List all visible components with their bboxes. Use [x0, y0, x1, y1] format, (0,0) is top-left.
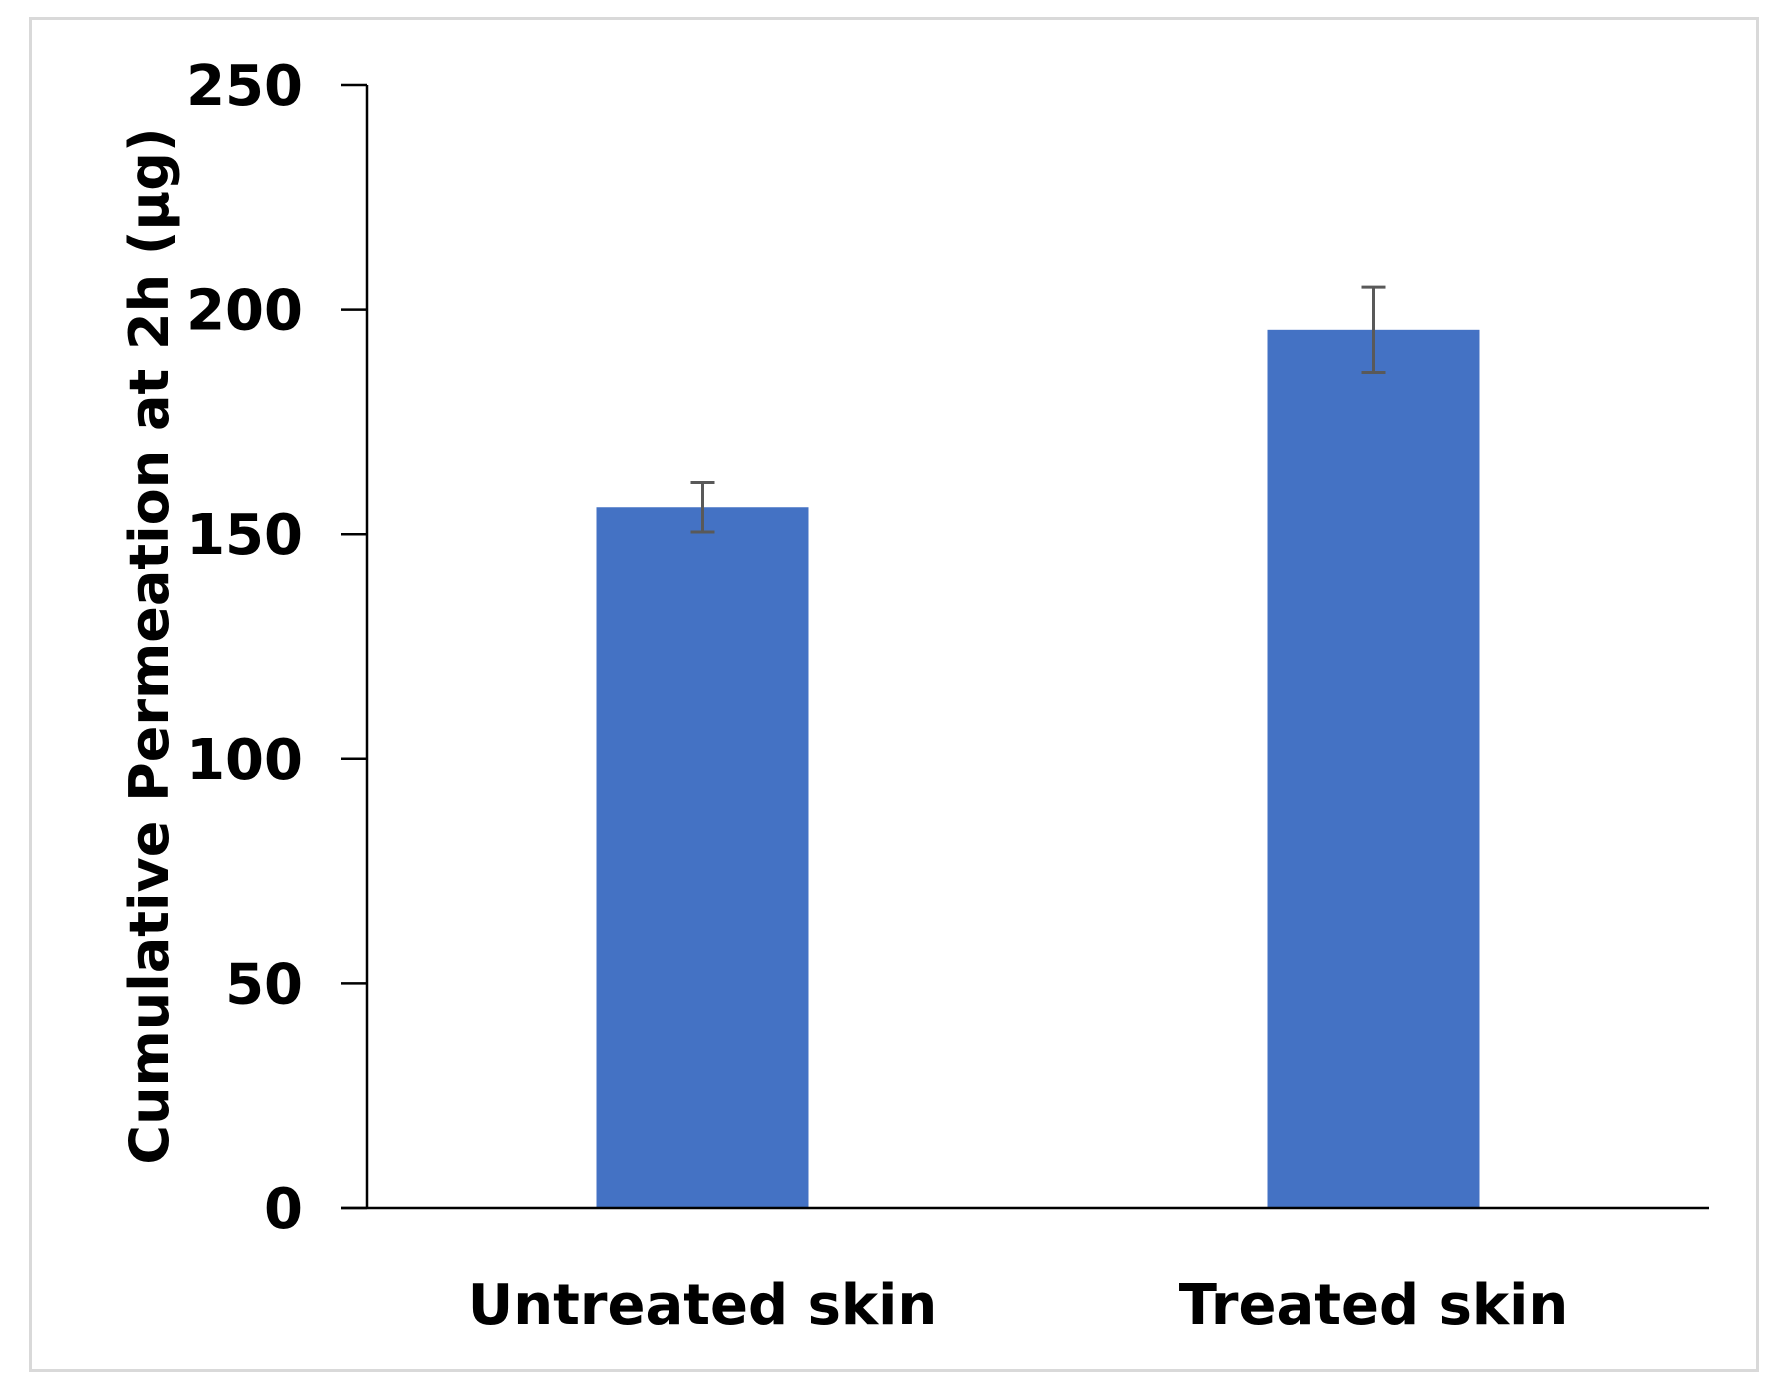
x-category-label: Treated skin: [1179, 1273, 1568, 1338]
bar: [596, 507, 809, 1208]
x-axis-labels: Untreated skin Treated skin: [468, 1273, 1568, 1338]
x-category-label: Untreated skin: [468, 1273, 937, 1338]
y-axis-ticks: 0 50 100 150 200 250: [186, 54, 367, 1242]
y-tick-label: 50: [225, 952, 303, 1017]
y-tick-label: 250: [186, 54, 303, 119]
y-tick-label: 200: [186, 279, 303, 344]
error-bars: [690, 285, 1386, 534]
y-tick-label: 0: [264, 1177, 303, 1242]
bar: [1267, 329, 1480, 1209]
y-tick-label: 100: [186, 728, 303, 793]
bars: [596, 329, 1480, 1209]
y-axis-title: Cumulative Permeation at 2h (µg): [118, 127, 181, 1164]
y-tick-label: 150: [186, 503, 303, 568]
